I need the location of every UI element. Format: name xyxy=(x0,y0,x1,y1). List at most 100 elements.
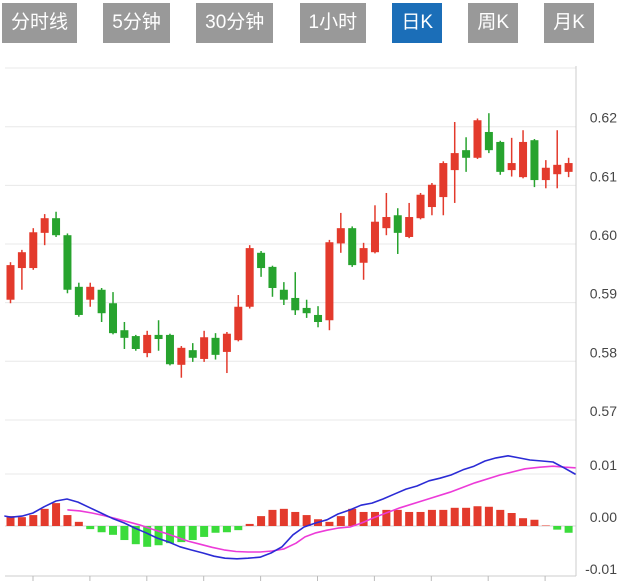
macd-bar xyxy=(336,516,345,526)
macd-bar xyxy=(348,508,357,526)
tab-weekly-k[interactable]: 周K xyxy=(468,3,519,43)
candle-body xyxy=(154,334,163,340)
candles-layer[interactable] xyxy=(6,113,573,378)
macd-bar xyxy=(120,526,129,541)
candle-body xyxy=(302,307,311,314)
candle-body xyxy=(314,314,323,323)
macd-bar xyxy=(74,521,83,526)
candle xyxy=(427,183,436,216)
macd-bar xyxy=(530,519,539,526)
candle-body xyxy=(382,217,391,229)
candle-body xyxy=(564,163,573,172)
candle xyxy=(416,192,425,220)
candle xyxy=(302,299,311,318)
candle xyxy=(291,272,300,315)
candle-body xyxy=(177,347,186,365)
candle-body xyxy=(462,150,471,158)
candle xyxy=(484,113,493,154)
macd-bar xyxy=(564,526,573,533)
candle-body xyxy=(291,297,300,311)
price-axis-label: 0.59 xyxy=(590,286,617,302)
candle xyxy=(314,306,323,328)
macd-bar xyxy=(291,511,300,526)
tab-timeline[interactable]: 分时线 xyxy=(2,3,78,43)
candle-body xyxy=(257,252,266,269)
macd-bar xyxy=(484,506,493,526)
macd-bar xyxy=(382,509,391,526)
candle xyxy=(74,282,83,317)
candle xyxy=(120,322,129,349)
candle-body xyxy=(268,266,277,288)
candle-body xyxy=(200,337,209,359)
macd-bar xyxy=(6,516,15,526)
dif-line xyxy=(4,455,576,560)
macd-bar xyxy=(17,517,26,526)
macd-bar xyxy=(519,518,528,526)
candle xyxy=(154,320,163,351)
candle-body xyxy=(40,218,49,233)
macd-bar xyxy=(40,508,49,526)
candle xyxy=(109,292,118,335)
macd-bar xyxy=(473,506,482,526)
tab-monthly-k[interactable]: 月K xyxy=(544,3,594,43)
macd-bar xyxy=(496,509,505,526)
candle xyxy=(336,212,345,253)
candle xyxy=(52,211,61,237)
candle-body xyxy=(484,131,493,151)
candle xyxy=(279,282,288,305)
tab-30min[interactable]: 30分钟 xyxy=(196,3,274,43)
dea-line xyxy=(67,465,576,553)
candle xyxy=(131,334,140,351)
candle-body xyxy=(439,163,448,198)
candle xyxy=(86,282,95,307)
macd-bar xyxy=(393,509,402,526)
macd-bar xyxy=(439,509,448,526)
candle-body xyxy=(336,228,345,244)
tab-1hour[interactable]: 1小时 xyxy=(299,3,367,43)
macd-bar xyxy=(52,503,61,526)
macd-bar xyxy=(154,526,163,546)
candle xyxy=(165,333,174,366)
price-axis-label: 0.58 xyxy=(590,344,617,360)
candle-body xyxy=(6,265,15,300)
macd-bar xyxy=(245,523,254,526)
candle xyxy=(257,251,266,277)
candle xyxy=(405,202,414,239)
candle xyxy=(564,157,573,178)
candle xyxy=(234,295,243,342)
candle-body xyxy=(131,336,140,349)
macd-bar xyxy=(268,509,277,526)
candle xyxy=(530,139,539,188)
candle xyxy=(393,208,402,254)
candle-body xyxy=(279,289,288,300)
candle xyxy=(6,262,15,304)
candle xyxy=(63,233,72,294)
tab-daily-k[interactable]: 日K xyxy=(392,3,443,43)
macd-bar xyxy=(109,526,118,535)
macd-bar xyxy=(553,526,562,530)
macd-bar xyxy=(370,511,379,526)
candle xyxy=(17,249,26,290)
candle-body xyxy=(348,228,357,266)
candle-body xyxy=(234,306,243,341)
macd-bar xyxy=(63,515,72,526)
candle-body xyxy=(165,334,174,365)
candle-body xyxy=(222,333,231,352)
candle xyxy=(200,330,209,362)
candle xyxy=(450,122,459,203)
macd-axis-label: 0.01 xyxy=(590,457,617,473)
candle xyxy=(97,287,106,323)
price-axis-label: 0.57 xyxy=(590,403,617,419)
candle xyxy=(211,333,220,360)
candle xyxy=(188,343,197,362)
candle-body xyxy=(143,334,152,354)
macd-bar xyxy=(188,526,197,541)
candle-body xyxy=(325,242,334,321)
tab-5min[interactable]: 5分钟 xyxy=(103,3,170,43)
candle-body xyxy=(530,140,539,181)
candle-body xyxy=(473,120,482,158)
candle-body xyxy=(519,141,528,178)
candle xyxy=(359,242,368,280)
candle-body xyxy=(211,337,220,355)
